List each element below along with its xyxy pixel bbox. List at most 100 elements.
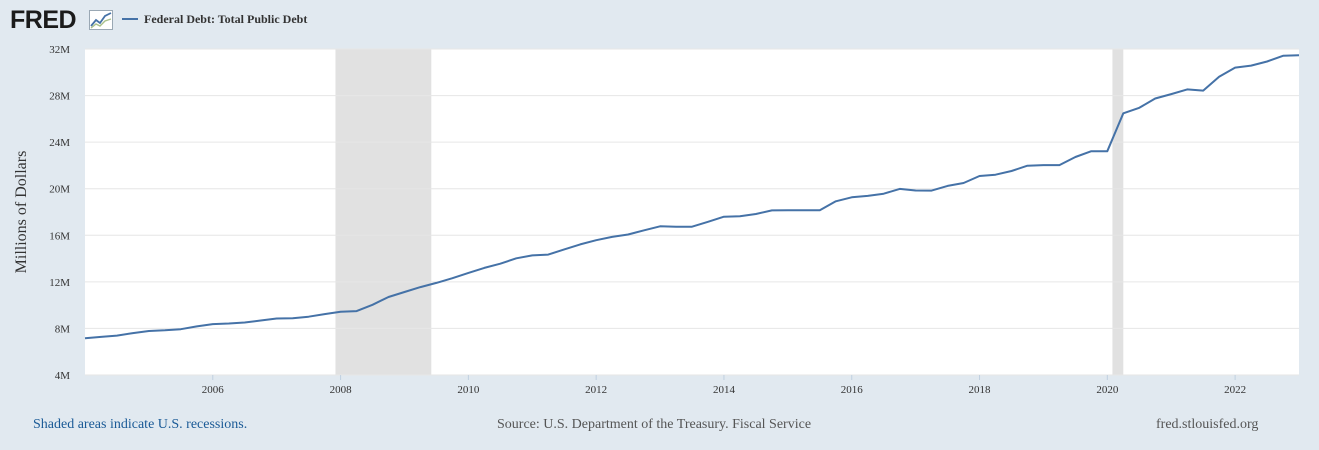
data-point[interactable]	[161, 326, 169, 334]
x-tick-label: 2016	[841, 384, 864, 396]
recession-shading	[335, 49, 1124, 375]
data-point[interactable]	[1279, 52, 1287, 60]
data-point[interactable]	[113, 332, 121, 340]
x-tick-label: 2014	[713, 384, 736, 396]
x-tick-label: 2010	[457, 384, 480, 396]
data-point[interactable]	[257, 317, 265, 325]
data-point[interactable]	[912, 187, 920, 195]
data-point[interactable]	[177, 325, 185, 333]
data-point[interactable]	[864, 192, 872, 200]
data-point[interactable]	[321, 310, 329, 318]
data-point[interactable]	[225, 320, 233, 328]
data-point[interactable]	[129, 329, 137, 337]
y-tick-label: 24M	[49, 137, 70, 149]
data-point[interactable]	[1167, 90, 1175, 98]
y-tick-label: 16M	[49, 230, 70, 242]
data-point[interactable]	[976, 172, 984, 180]
data-point[interactable]	[816, 206, 824, 214]
site-link[interactable]: fred.stlouisfed.org	[1156, 417, 1259, 432]
data-point[interactable]	[576, 240, 584, 248]
y-axis-ticks: 4M 8M 12M 16M 20M 24M 28M 32M	[49, 44, 70, 382]
data-point[interactable]	[784, 206, 792, 214]
data-point[interactable]	[337, 308, 345, 316]
data-point[interactable]	[656, 222, 664, 230]
data-point[interactable]	[560, 245, 568, 253]
data-point[interactable]	[448, 274, 456, 282]
data-point[interactable]	[209, 320, 217, 328]
data-point[interactable]	[480, 264, 488, 272]
data-point[interactable]	[496, 260, 504, 268]
data-point[interactable]	[800, 206, 808, 214]
data-point[interactable]	[385, 293, 393, 301]
data-point[interactable]	[1151, 95, 1159, 103]
data-point[interactable]	[432, 279, 440, 287]
data-point[interactable]	[736, 212, 744, 220]
data-point[interactable]	[353, 307, 361, 315]
data-point[interactable]	[544, 251, 552, 259]
data-point[interactable]	[1295, 51, 1303, 59]
data-point[interactable]	[81, 334, 89, 342]
fred-logo[interactable]: FRED	[10, 6, 77, 34]
data-point[interactable]	[848, 193, 856, 201]
data-point[interactable]	[640, 226, 648, 234]
data-point[interactable]	[704, 218, 712, 226]
data-point[interactable]	[720, 213, 728, 221]
data-point[interactable]	[1231, 64, 1239, 72]
data-point[interactable]	[273, 315, 281, 323]
data-point[interactable]	[624, 231, 632, 239]
data-point[interactable]	[768, 206, 776, 214]
data-point[interactable]	[592, 236, 600, 244]
line-chart-icon	[89, 10, 113, 30]
data-point[interactable]	[992, 171, 1000, 179]
source-note: Source: U.S. Department of the Treasury.…	[497, 417, 812, 432]
data-point[interactable]	[1087, 147, 1095, 155]
data-point[interactable]	[401, 288, 409, 296]
series-line-0[interactable]	[84, 54, 1300, 340]
gridlines	[85, 48, 1299, 376]
data-point[interactable]	[1247, 62, 1255, 70]
chart-header: FRED Federal Debt: Total Public Debt	[0, 0, 1319, 40]
data-point[interactable]	[145, 327, 153, 335]
recession-note[interactable]: Shaded areas indicate U.S. recessions.	[33, 417, 248, 432]
data-point[interactable]	[832, 197, 840, 205]
y-tick-label: 8M	[55, 323, 71, 335]
data-point[interactable]	[1263, 58, 1271, 66]
data-point[interactable]	[928, 187, 936, 195]
data-point[interactable]	[608, 233, 616, 241]
data-point[interactable]	[241, 319, 249, 327]
data-point[interactable]	[960, 179, 968, 187]
data-point[interactable]	[1023, 162, 1031, 170]
data-point[interactable]	[896, 185, 904, 193]
data-point[interactable]	[1215, 73, 1223, 81]
data-point[interactable]	[193, 322, 201, 330]
y-tick-label: 32M	[49, 44, 70, 56]
legend-swatch	[122, 18, 138, 20]
data-point[interactable]	[1119, 109, 1127, 117]
x-tick-label: 2006	[202, 384, 225, 396]
data-point[interactable]	[1071, 153, 1079, 161]
x-tick-label: 2020	[1096, 384, 1119, 396]
data-point[interactable]	[672, 223, 680, 231]
data-point[interactable]	[464, 269, 472, 277]
data-point[interactable]	[1135, 104, 1143, 112]
data-point[interactable]	[944, 182, 952, 190]
data-point[interactable]	[512, 254, 520, 262]
data-point[interactable]	[416, 283, 424, 291]
recession-band-0	[335, 49, 432, 375]
data-point[interactable]	[369, 301, 377, 309]
data-point[interactable]	[1103, 147, 1111, 155]
data-point[interactable]	[1055, 161, 1063, 169]
data-point[interactable]	[1199, 87, 1207, 95]
data-point[interactable]	[752, 210, 760, 218]
data-point[interactable]	[1008, 167, 1016, 175]
data-point[interactable]	[1183, 85, 1191, 93]
data-point[interactable]	[305, 313, 313, 321]
data-point[interactable]	[880, 190, 888, 198]
data-point[interactable]	[1039, 161, 1047, 169]
data-point[interactable]	[528, 251, 536, 259]
x-tick-label: 2022	[1224, 384, 1246, 396]
data-point[interactable]	[688, 223, 696, 231]
data-point[interactable]	[97, 333, 105, 341]
data-point[interactable]	[289, 314, 297, 322]
